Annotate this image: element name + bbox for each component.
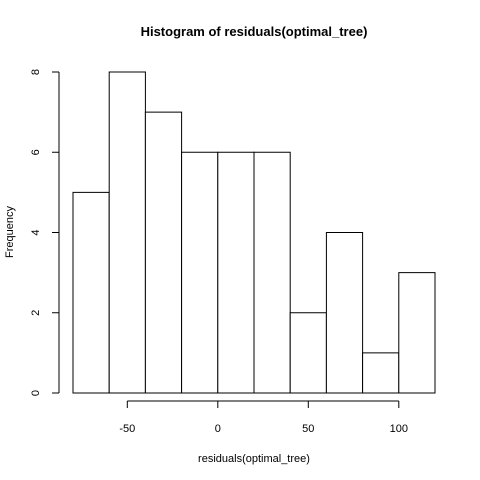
histogram-bar-0 <box>72 191 110 394</box>
histogram-bar-8 <box>362 352 400 394</box>
y-tick-label: 8 <box>30 69 42 75</box>
histogram-bar-5 <box>253 151 291 394</box>
x-tick-label: -50 <box>119 423 135 435</box>
y-tick-label: 4 <box>30 229 42 235</box>
bars-group <box>72 71 436 394</box>
x-tick-label: 100 <box>390 423 408 435</box>
histogram-bar-1 <box>108 71 146 394</box>
x-tick-label: 50 <box>302 423 314 435</box>
x-axis: -50 0 50 100 <box>119 400 408 435</box>
y-tick-label: 6 <box>30 149 42 155</box>
y-tick-label: 0 <box>30 390 42 396</box>
y-tick-label: 2 <box>30 310 42 316</box>
histogram-bar-4 <box>217 151 255 394</box>
y-axis: 0 2 4 6 8 <box>30 69 60 396</box>
histogram-bar-6 <box>289 312 327 394</box>
chart-title: Histogram of residuals(optimal_tree) <box>141 24 368 39</box>
histogram-bar-9 <box>398 272 436 394</box>
histogram-bar-2 <box>144 111 183 394</box>
x-tick-label: 0 <box>215 423 221 435</box>
histogram-bar-7 <box>325 232 364 394</box>
histogram-bar-3 <box>181 151 219 394</box>
y-axis-label: Frequency <box>4 206 16 258</box>
x-axis-label: residuals(optimal_tree) <box>198 453 310 465</box>
